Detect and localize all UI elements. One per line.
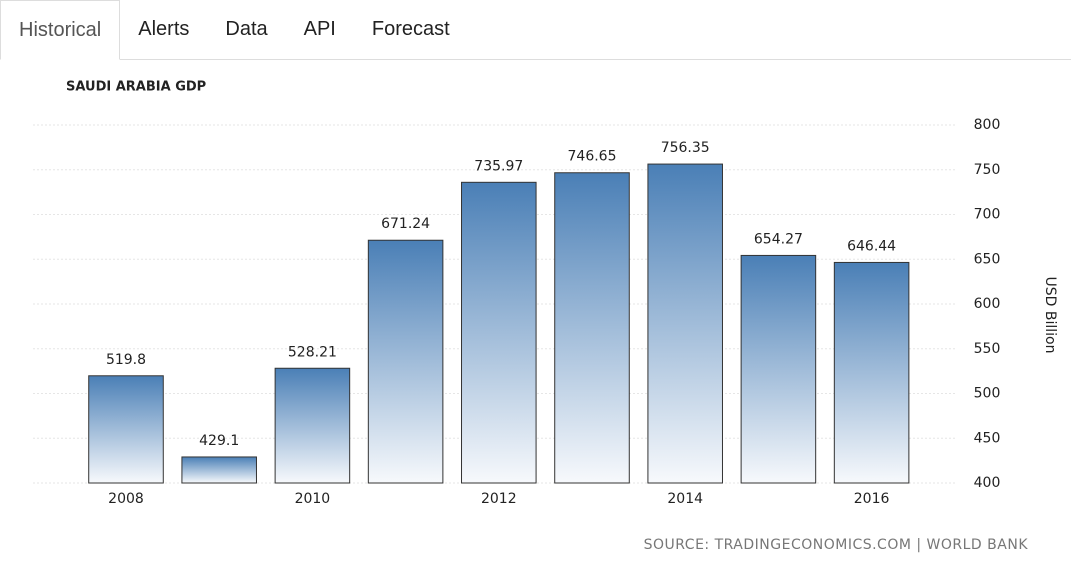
bar (367, 239, 444, 484)
bar (274, 367, 351, 484)
data-label: 429.1 (199, 433, 239, 449)
y-tick-label: 450 (974, 430, 1001, 446)
y-tick-label: 700 (974, 207, 1001, 223)
bar (647, 163, 723, 484)
data-label: 671.24 (381, 216, 430, 232)
bar (461, 181, 537, 484)
bar (181, 456, 257, 484)
x-tick-label: 2016 (854, 491, 890, 507)
data-label: 756.35 (661, 140, 710, 156)
data-label: 654.27 (754, 231, 803, 247)
x-tick-label: 2012 (481, 491, 517, 507)
x-tick-label: 2008 (108, 491, 144, 507)
data-label: 646.44 (847, 238, 896, 254)
bar (554, 172, 630, 484)
source: SOURCE: TRADINGECONOMICS.COM | WORLD BAN… (644, 537, 1029, 553)
y-tick-label: 400 (974, 475, 1001, 491)
chart-title: SAUDI ARABIA GDP (66, 80, 206, 95)
y-tick-label: 600 (974, 296, 1001, 312)
data-label: 519.8 (106, 352, 146, 368)
bar (740, 254, 817, 484)
y-tick-label: 550 (974, 341, 1001, 357)
y-tick-label: 500 (974, 386, 1001, 402)
x-tick-label: 2014 (667, 491, 703, 507)
tab-bar: Historical Alerts Data API Forecast (0, 0, 1071, 60)
data-label: 735.97 (474, 158, 523, 174)
chart: SAUDI ARABIA GDP USD Billion SOURCE: TRA… (33, 80, 1058, 553)
x-tick-label: 2010 (295, 491, 331, 507)
data-label: 746.65 (568, 149, 617, 165)
y-axis-label: USD Billion (1042, 277, 1058, 354)
tab[interactable]: Forecast (371, 18, 450, 40)
y-tick-label: 650 (974, 251, 1001, 267)
bar (833, 261, 910, 484)
tab[interactable]: API (303, 18, 336, 40)
tab[interactable]: Data (225, 18, 268, 40)
tab[interactable]: Alerts (138, 18, 190, 40)
y-tick-label: 750 (974, 162, 1001, 178)
bar (88, 375, 164, 484)
y-tick-label: 800 (974, 117, 1001, 133)
data-label: 528.21 (288, 344, 337, 360)
tab[interactable]: Historical (0, 0, 121, 60)
